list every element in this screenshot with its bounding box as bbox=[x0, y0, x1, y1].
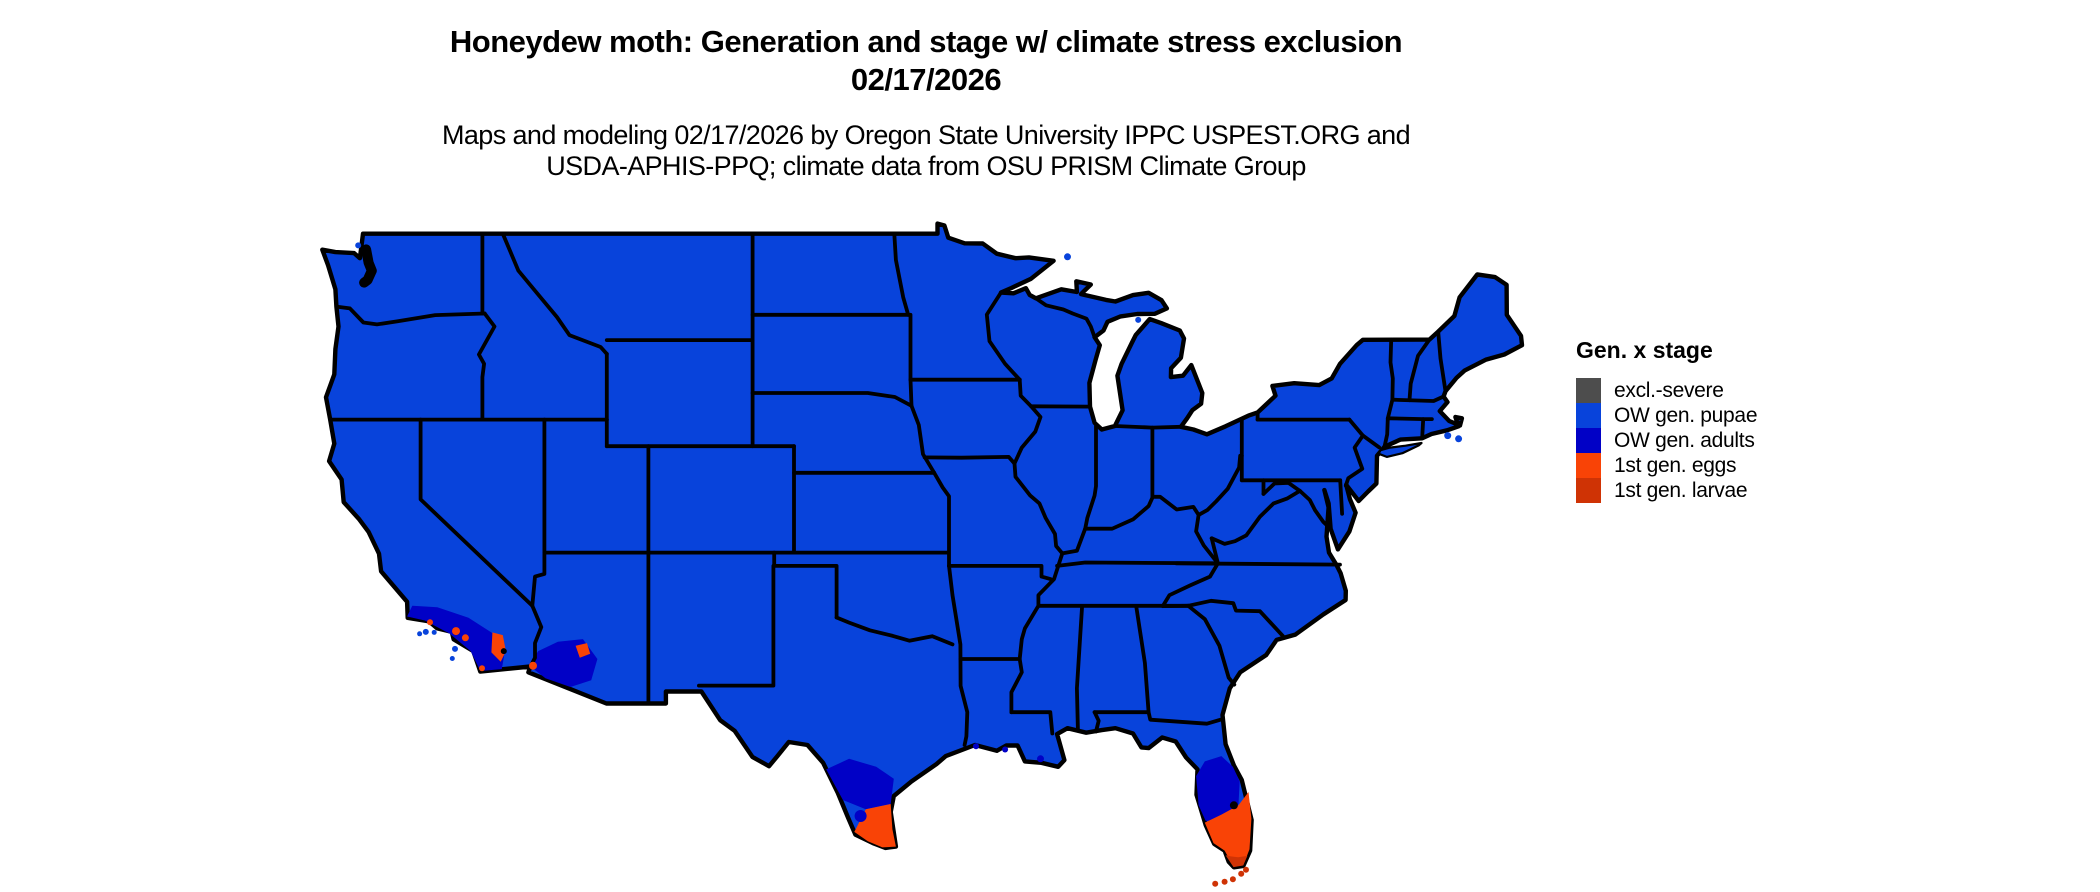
legend-item-1st-gen-larvae: 1st gen. larvae bbox=[1576, 478, 1757, 503]
region-eggs-phoenix bbox=[575, 643, 591, 658]
dot-san-juan-island bbox=[355, 242, 362, 249]
island-long-island bbox=[1377, 441, 1423, 458]
dot-channel-island-3 bbox=[431, 629, 437, 635]
legend-item-label: 1st gen. eggs bbox=[1614, 453, 1737, 477]
dot-lake-okeechobee bbox=[1229, 801, 1238, 810]
puget-sound bbox=[359, 244, 377, 288]
dot-keys-1 bbox=[1212, 880, 1219, 887]
first-gen-eggs-swatch bbox=[1576, 453, 1601, 478]
region-larvae-florida-tip bbox=[1225, 855, 1248, 868]
ow-gen-pupae-swatch bbox=[1576, 403, 1601, 428]
legend-item-ow-gen-pupae: OW gen. pupae bbox=[1576, 403, 1758, 428]
dot-adults-la-coast-3 bbox=[1037, 755, 1044, 763]
dot-channel-island-2 bbox=[417, 631, 423, 637]
dot-isle-royale bbox=[1064, 253, 1071, 261]
dot-salton-sea bbox=[500, 648, 507, 655]
first-gen-larvae-swatch bbox=[1576, 478, 1601, 503]
dot-keys-5 bbox=[1243, 866, 1249, 873]
legend-item-label: 1st gen. larvae bbox=[1614, 478, 1748, 502]
dot-eggs-la-basin bbox=[452, 627, 460, 636]
dot-marthas-vineyard bbox=[1444, 432, 1452, 440]
dot-keys-3 bbox=[1229, 876, 1236, 883]
legend-item-ow-gen-adults: OW gen. adults bbox=[1576, 428, 1757, 453]
map-subtitle-line2: USDA-APHIS-PPQ; climate data from OSU PR… bbox=[546, 151, 1306, 181]
map-title-date: 02/17/2026 bbox=[850, 62, 1002, 97]
dot-keys-4 bbox=[1238, 870, 1245, 877]
region-eggs-south-florida bbox=[1204, 792, 1252, 867]
region-eggs-imperial-valley bbox=[491, 632, 506, 662]
legend-item-1st-gen-eggs: 1st gen. eggs bbox=[1576, 453, 1757, 478]
dot-nantucket bbox=[1455, 435, 1463, 443]
dot-eggs-san-diego bbox=[479, 665, 485, 672]
legend-item-excl-severe: excl.-severe bbox=[1576, 378, 1757, 403]
dot-beaver-island bbox=[1135, 316, 1142, 323]
dot-keys-2 bbox=[1221, 878, 1228, 885]
map-subtitle-line1: Maps and modeling 02/17/2026 by Oregon S… bbox=[441, 120, 1411, 150]
legend-item-label: OW gen. adults bbox=[1614, 428, 1755, 452]
region-adults-central-florida bbox=[1196, 756, 1240, 822]
legend-title: Gen. x stage bbox=[1576, 337, 1713, 363]
map-title-line1: Honeydew moth: Generation and stage w/ c… bbox=[449, 24, 1403, 59]
legend-item-label: excl.-severe bbox=[1614, 378, 1724, 402]
dot-eggs-la-basin-2 bbox=[461, 634, 469, 642]
dot-eggs-yuma bbox=[529, 661, 537, 670]
dot-channel-island-1 bbox=[422, 628, 429, 635]
dot-channel-island-5 bbox=[449, 656, 455, 661]
dot-channel-island-4 bbox=[452, 645, 458, 652]
legend: Gen. x stage excl.-severe OW gen. pupae … bbox=[1576, 337, 1758, 503]
conus-outline bbox=[320, 221, 1525, 870]
dot-adults-la-coast-1 bbox=[973, 743, 979, 750]
region-adults-south-texas bbox=[826, 758, 894, 810]
dot-adults-la-coast-2 bbox=[1002, 746, 1009, 753]
excl-severe-swatch bbox=[1576, 378, 1601, 403]
legend-item-label: OW gen. pupae bbox=[1614, 403, 1758, 427]
dot-adults-rio-grande bbox=[854, 810, 867, 822]
ow-gen-adults-swatch bbox=[1576, 428, 1601, 453]
dot-eggs-santa-barbara bbox=[427, 619, 433, 626]
